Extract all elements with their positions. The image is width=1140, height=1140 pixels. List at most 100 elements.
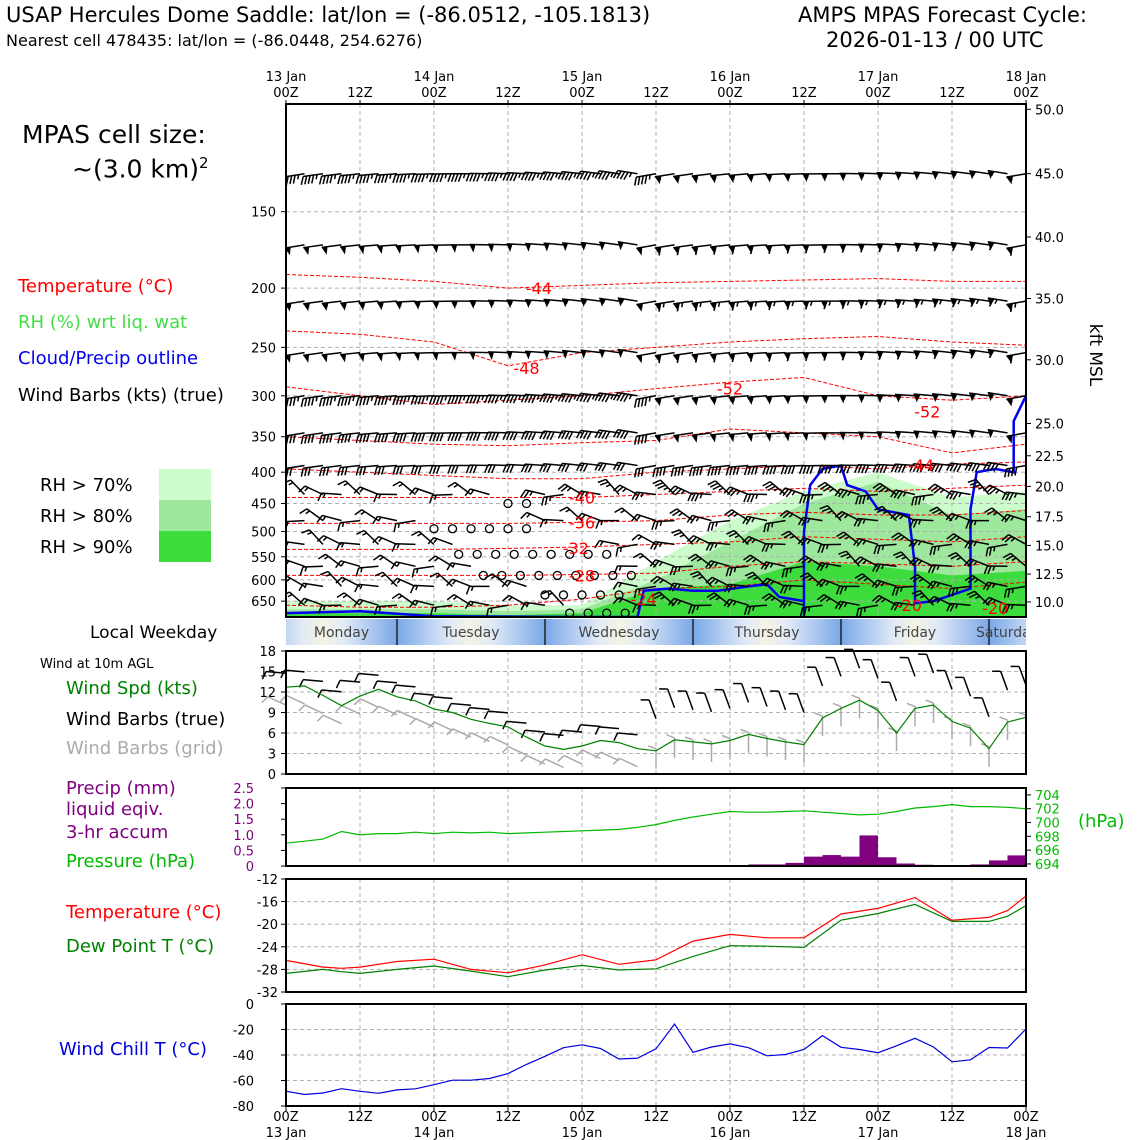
forecast-cycle-date: 2026-01-13 / 00 UTC: [826, 28, 1044, 52]
barb-full: [298, 485, 306, 493]
barb-full: [987, 565, 992, 575]
barb-full: [723, 486, 731, 494]
barb-full: [395, 466, 400, 475]
wind-barb: [654, 351, 675, 364]
wind-barb: [911, 493, 934, 506]
wind-barb: [316, 514, 342, 523]
barb-full: [788, 692, 798, 695]
barb-pennant: [839, 432, 846, 441]
legend-barbs-true: Wind Barbs (true): [66, 709, 225, 730]
barb-shaft: [489, 735, 509, 746]
barb-half: [389, 396, 392, 401]
barb-half: [352, 174, 355, 180]
barb-full: [614, 507, 623, 513]
barb-full: [689, 570, 699, 576]
barb-full: [491, 464, 496, 474]
barb-pennant: [839, 173, 846, 182]
wind-barb: [464, 600, 490, 610]
barb-full: [709, 482, 719, 488]
precip-tick-label: 2.5: [233, 782, 254, 797]
barb-full: [414, 433, 419, 442]
isotherm-line: [286, 428, 1026, 454]
barb-half: [938, 299, 943, 305]
wind-barb: [669, 508, 694, 522]
profile-right-tick-label: 20.0: [1035, 480, 1064, 495]
wind-barb: [300, 464, 324, 477]
wind-barb: [298, 582, 324, 592]
barb-full: [289, 175, 293, 185]
barb-full: [762, 466, 767, 475]
barb-full: [901, 464, 907, 473]
barb-pennant: [895, 172, 902, 181]
barb-full: [1002, 552, 1012, 559]
barb-full: [432, 465, 437, 475]
barb-pennant: [488, 300, 495, 309]
barb-full: [612, 170, 619, 179]
grid-wind-barb: [721, 734, 731, 759]
barb-full: [743, 466, 748, 476]
wind-barb: [465, 394, 490, 404]
barb-full: [524, 464, 530, 473]
wind-barb: [946, 462, 971, 473]
barb-pennant: [266, 247, 273, 256]
wind-barb: [872, 594, 897, 606]
barb-half: [809, 301, 813, 307]
barb-full: [640, 699, 650, 701]
barb-full: [989, 487, 997, 495]
wind-barb: [319, 570, 343, 587]
barb-full: [768, 353, 773, 362]
barb-full: [972, 483, 981, 489]
barb-full: [560, 485, 569, 492]
barb-shaft: [580, 297, 601, 302]
wind-y-tick-label: 3: [268, 748, 276, 763]
wind-barb: [835, 585, 860, 595]
barb-full: [872, 464, 878, 473]
calm-wind-circle: [515, 570, 525, 581]
barb-full: [914, 496, 918, 506]
barb-pennant: [469, 352, 476, 361]
top-date-label: 15 Jan: [562, 70, 603, 85]
barb-full: [564, 431, 570, 440]
wind-barb: [447, 432, 471, 442]
barb-half: [770, 543, 774, 549]
barb-full: [322, 434, 326, 444]
barb-half: [993, 546, 996, 552]
cell-size-label: MPAS cell size:: [22, 120, 206, 149]
wind-frame: [285, 650, 1027, 775]
wind-barb: [286, 575, 305, 588]
barb-pennant: [802, 396, 809, 405]
barb-pennant: [321, 302, 328, 311]
barb-half: [648, 174, 651, 180]
wind-barb: [728, 432, 749, 443]
barb-half: [536, 395, 540, 401]
wind-barb: [691, 351, 712, 363]
barb-half: [658, 561, 663, 567]
wind-barb: [1004, 464, 1026, 478]
barb-full: [435, 465, 441, 475]
barb-full: [948, 514, 956, 522]
barb-full: [491, 395, 496, 404]
barb-shaft: [673, 244, 694, 249]
barb-half: [956, 556, 962, 561]
barb-half: [462, 395, 466, 401]
barb-full: [969, 481, 979, 486]
barb-full: [1009, 354, 1013, 364]
barb-half: [718, 487, 724, 491]
true-wind-barb: [955, 676, 972, 697]
profile-left-tick-label: 550: [251, 551, 276, 566]
barb-full: [595, 520, 600, 529]
barb-full: [450, 173, 456, 182]
barb-full: [274, 175, 278, 183]
barb-full: [439, 173, 444, 183]
wind-barb: [746, 244, 768, 255]
wind-barb: [691, 300, 712, 312]
barb-full: [520, 602, 526, 611]
barb-pennant: [358, 353, 365, 362]
barb-full: [668, 597, 675, 606]
barb-shaft: [286, 300, 305, 305]
barb-pennant: [728, 434, 735, 443]
barb-full: [631, 491, 637, 500]
wind-barb: [274, 172, 287, 183]
wind-barb: [853, 556, 879, 567]
barb-full: [786, 245, 791, 254]
